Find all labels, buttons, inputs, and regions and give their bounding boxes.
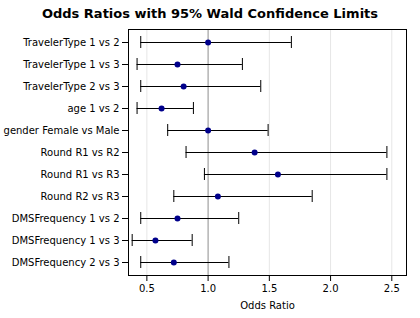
svg-text:Round R2 vs R3: Round R2 vs R3 [41,191,120,202]
svg-text:age 1 vs 2: age 1 vs 2 [67,103,119,114]
svg-text:TravelerType 1 vs 2: TravelerType 1 vs 2 [22,37,119,48]
svg-text:TravelerType 2 vs 3: TravelerType 2 vs 3 [22,81,119,92]
svg-text:2.0: 2.0 [323,283,339,294]
svg-text:DMSFrequency 1 vs 2: DMSFrequency 1 vs 2 [12,213,120,224]
svg-text:gender Female vs Male: gender Female vs Male [4,125,120,136]
svg-text:1.5: 1.5 [261,283,277,294]
svg-text:Round R1 vs R2: Round R1 vs R2 [41,147,120,158]
svg-text:1.0: 1.0 [200,283,216,294]
svg-text:2.5: 2.5 [384,283,400,294]
svg-text:DMSFrequency 2 vs 3: DMSFrequency 2 vs 3 [12,257,120,268]
svg-text:DMSFrequency 1 vs 3: DMSFrequency 1 vs 3 [12,235,120,246]
svg-text:Round R1 vs R3: Round R1 vs R3 [41,169,120,180]
svg-text:0.5: 0.5 [139,283,155,294]
svg-text:TravelerType 1 vs 3: TravelerType 1 vs 3 [22,59,119,70]
html-text:Odds Ratios with 95% Wald Conf: Odds Ratios with 95% Wald Confidence Lim… [41,6,378,21]
svg-text:Odds Ratio: Odds Ratio [240,300,295,311]
